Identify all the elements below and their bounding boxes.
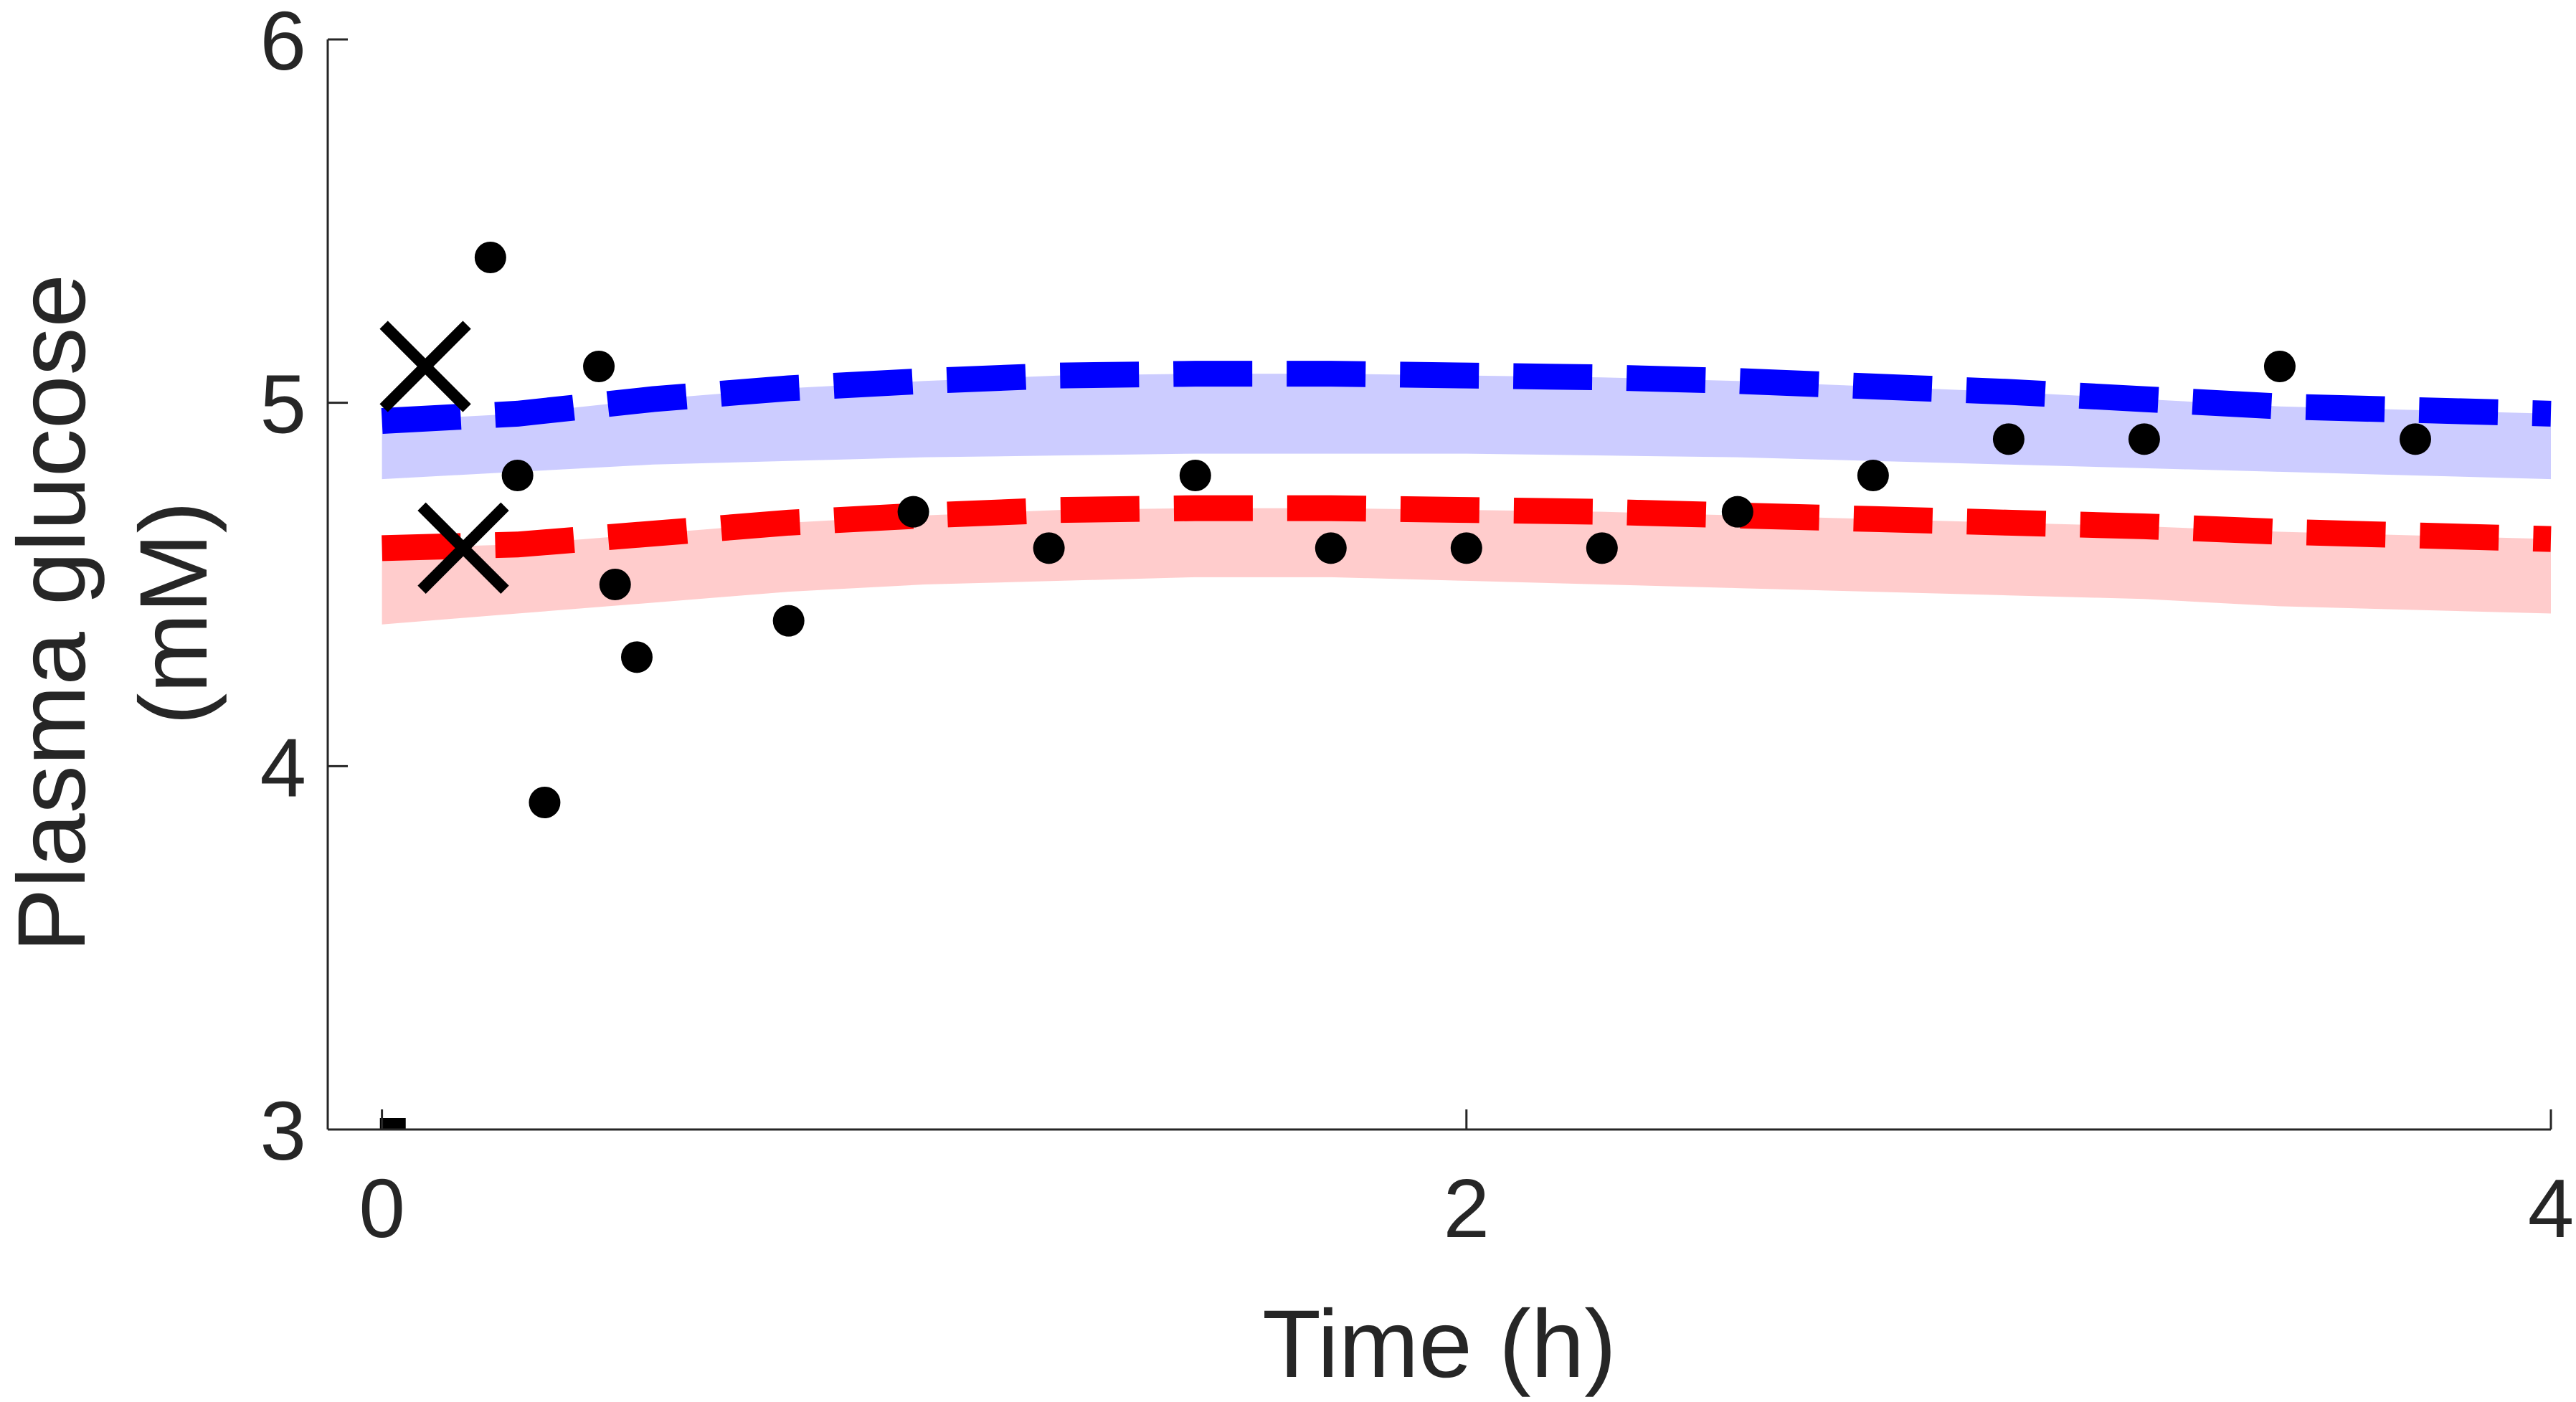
data-point (1315, 532, 1347, 564)
data-point (772, 605, 805, 637)
data-point (620, 641, 653, 673)
model-lines (381, 361, 2552, 562)
data-point (501, 460, 534, 491)
data-point (2399, 423, 2431, 455)
data-point (599, 569, 631, 600)
y-axis-label-line1: Plasma glucose (0, 274, 105, 952)
data-point (897, 496, 929, 528)
y-tick-label: 6 (260, 0, 306, 87)
blue-model-line (381, 361, 2552, 434)
x-tick-label: 2 (1444, 1162, 1490, 1255)
data-point (1033, 532, 1065, 564)
data-point (1721, 496, 1753, 528)
data-point (2263, 351, 2296, 382)
y-axis-label-line2: (mM) (120, 501, 227, 726)
blue-band (382, 374, 2551, 480)
data-point (2128, 423, 2160, 455)
data-point (474, 242, 506, 273)
data-point (1450, 532, 1482, 564)
cross-marker (417, 502, 509, 594)
x-tick-label: 0 (359, 1162, 405, 1255)
cross-marker (379, 321, 471, 412)
axes (326, 38, 2552, 1131)
data-point (1992, 423, 2025, 455)
data-markers (379, 242, 2431, 1129)
data-point (583, 351, 615, 382)
red-model-line (382, 495, 2552, 562)
red-band (382, 508, 2551, 625)
data-point (1179, 460, 1211, 491)
x-tick-label: 4 (2528, 1162, 2575, 1255)
y-tick-label: 3 (260, 1084, 306, 1178)
data-point (529, 787, 561, 818)
square-marker (379, 1118, 406, 1129)
data-point (1586, 532, 1618, 564)
x-axis-label: Time (h) (1262, 1291, 1616, 1398)
data-point (1857, 460, 1889, 491)
tick-labels: 0 2 4 3 4 5 6 (260, 0, 2574, 1255)
y-tick-label: 4 (260, 721, 306, 814)
y-tick-label: 5 (260, 358, 306, 451)
